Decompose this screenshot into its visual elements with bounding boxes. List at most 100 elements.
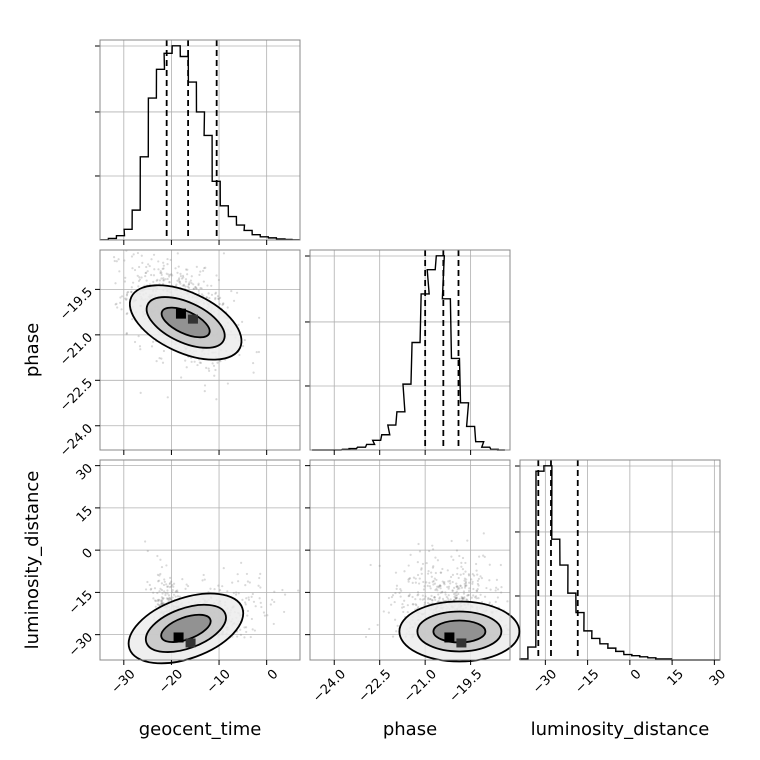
scatter-point	[431, 580, 434, 583]
scatter-point	[475, 562, 478, 566]
scatter-point	[162, 279, 165, 282]
scatter-point	[494, 600, 497, 603]
scatter-point	[185, 366, 188, 369]
scatter-point	[460, 595, 463, 599]
scatter-point	[119, 296, 122, 299]
scatter-point	[477, 584, 480, 587]
scatter-point	[459, 584, 462, 588]
scatter-point	[144, 271, 147, 275]
scatter-point	[406, 604, 409, 607]
scatter-point	[218, 589, 222, 592]
scatter-point	[221, 585, 224, 588]
scatter-point	[262, 611, 266, 614]
scatter-point	[237, 592, 240, 595]
scatter-point	[465, 584, 468, 587]
scatter-point	[476, 579, 480, 582]
hist-panel-geocent_time	[95, 39, 301, 245]
scatter-point	[462, 590, 466, 593]
scatter-point	[458, 554, 461, 558]
geocent-time-axis-label: geocent_time	[139, 719, 262, 740]
scatter-point	[468, 581, 471, 584]
scatter-point	[428, 549, 431, 553]
scatter-point	[170, 273, 173, 276]
scatter-point	[164, 591, 167, 595]
scatter-point	[130, 290, 133, 294]
scatter-point	[163, 580, 166, 583]
scatter-point	[152, 280, 155, 283]
scatter-point	[170, 580, 173, 583]
scatter-point	[488, 579, 491, 582]
scatter-point	[171, 591, 174, 594]
y-tick-label-luminosity_distance: −30	[66, 630, 96, 660]
scatter-point	[207, 292, 210, 295]
scatter-point	[411, 603, 414, 606]
scatter-point	[203, 578, 206, 581]
scatter-point	[162, 597, 165, 600]
scatter-point	[126, 312, 129, 315]
scatter-point	[238, 353, 241, 357]
scatter-point	[465, 598, 468, 602]
scatter-point	[125, 293, 129, 296]
scatter-point	[215, 274, 218, 277]
scatter-point	[436, 585, 439, 588]
y-tick-label-luminosity_distance: 15	[74, 503, 96, 525]
scatter-point	[195, 287, 198, 290]
scatter-point	[232, 299, 236, 302]
scatter-point	[443, 581, 446, 584]
scatter-point	[157, 268, 160, 271]
hist-bar	[180, 56, 188, 240]
scatter-point	[226, 590, 229, 593]
scatter-point	[257, 584, 260, 587]
scatter-point	[221, 303, 224, 306]
scatter-point	[147, 263, 150, 266]
scatter-point	[477, 597, 480, 600]
scatter-point	[162, 277, 165, 280]
scatter-point	[167, 594, 171, 597]
scatter-point	[178, 281, 181, 284]
scatter-point	[470, 578, 473, 581]
scatter-point	[426, 572, 430, 575]
density-region	[161, 614, 211, 643]
scatter-point	[171, 274, 174, 277]
scatter-point	[155, 359, 158, 363]
scatter-point	[181, 577, 184, 581]
scatter-point	[163, 590, 166, 593]
scatter-point	[452, 558, 455, 562]
phase-axis-label-x: phase	[383, 719, 437, 740]
scatter-point	[213, 588, 216, 591]
scatter-point	[245, 597, 248, 600]
scatter-point	[192, 287, 195, 291]
scatter-point	[219, 360, 222, 363]
scatter-point	[159, 572, 162, 576]
scatter-point	[217, 278, 220, 282]
scatter-point	[133, 268, 137, 272]
scatter-point	[237, 323, 240, 326]
scatter-point	[174, 267, 177, 270]
scatter-point	[463, 582, 466, 585]
scatter-point	[200, 293, 204, 296]
scatter-point	[146, 270, 149, 273]
scatter-point	[213, 374, 216, 377]
scatter-point	[464, 570, 467, 573]
scatter-point	[235, 291, 239, 294]
scatter-point	[253, 629, 256, 632]
scatter-point	[426, 601, 430, 605]
scatter-point	[199, 287, 202, 290]
scatter-point	[169, 258, 172, 262]
scatter-point	[199, 361, 203, 364]
scatter-point	[514, 605, 516, 607]
scatter-point	[181, 274, 185, 277]
scatter-point	[114, 303, 117, 306]
scatter-point	[161, 602, 164, 605]
scatter-point	[166, 585, 170, 588]
scatter-point	[148, 264, 151, 268]
scatter-point	[438, 584, 442, 587]
scatter-point	[244, 601, 247, 604]
scatter-point	[455, 582, 458, 585]
scatter-point	[297, 589, 300, 592]
scatter-point	[203, 390, 206, 393]
scatter-point	[488, 601, 491, 604]
scatter-point	[423, 585, 426, 588]
scatter-point	[496, 596, 499, 599]
scatter-point	[462, 598, 465, 601]
